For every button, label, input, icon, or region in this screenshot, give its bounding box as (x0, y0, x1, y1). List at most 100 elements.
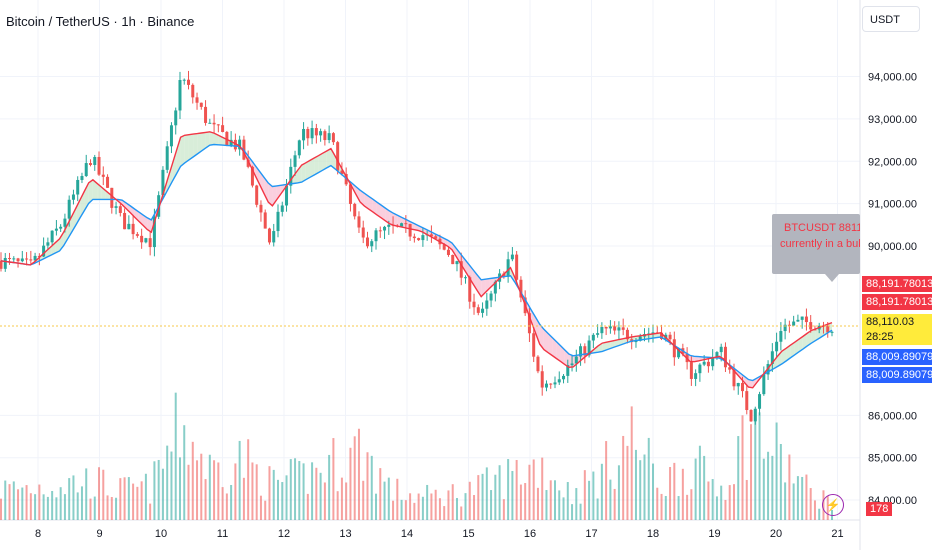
candle-body (758, 394, 762, 409)
volume-bar (630, 406, 633, 520)
candle-body (246, 159, 250, 167)
volume-bar (460, 506, 463, 520)
ma-cloud-segment (105, 190, 110, 200)
volume-bar (166, 445, 169, 520)
volume-bar (519, 484, 522, 520)
ma-cloud-segment (389, 210, 394, 226)
volume-bar (447, 490, 450, 520)
volume-bar (119, 478, 122, 520)
candle-body (570, 363, 574, 366)
volume-bar (481, 473, 484, 520)
volume-bar (613, 488, 616, 520)
candle-body (314, 128, 318, 136)
volume-bar (745, 479, 748, 520)
ma-cloud-segment (802, 333, 807, 350)
candle-body (255, 185, 259, 205)
volume-bar (669, 467, 672, 520)
ma-cloud-segment (355, 186, 361, 203)
volume-bar (788, 454, 791, 520)
volume-bar (89, 498, 92, 520)
volume-bar (468, 481, 471, 520)
candle-body (50, 230, 54, 243)
volume-bar (796, 476, 799, 520)
candle-body (455, 261, 459, 265)
volume-bar (400, 499, 403, 520)
ma-cloud-segment (176, 137, 181, 174)
candle-body (165, 146, 169, 170)
ma-cloud-segment (798, 336, 803, 353)
candle-body (668, 334, 672, 340)
candle-body (434, 236, 438, 239)
ma-cloud-segment (326, 148, 331, 168)
candle-body (476, 307, 480, 313)
candle-body (54, 228, 58, 231)
ma-cloud-segment (548, 333, 553, 356)
ma-cloud-segment (606, 341, 611, 350)
volume-bar (818, 508, 821, 520)
volume-bar (217, 462, 220, 520)
volume-bar (805, 474, 808, 520)
volume-bar (536, 487, 539, 520)
volume-bar (191, 441, 194, 520)
volume-bar (285, 475, 288, 520)
candle-body (383, 226, 387, 231)
ma-cloud-segment (372, 199, 377, 215)
ma-cloud-segment (197, 132, 202, 155)
x-tick-label: 14 (401, 528, 413, 540)
volume-bar (707, 481, 710, 520)
candle-body (813, 329, 817, 331)
candle-body (3, 257, 7, 269)
candle-body (106, 176, 110, 188)
volume-bar (703, 455, 706, 520)
volume-bar (174, 392, 177, 520)
volume-bar (98, 467, 101, 520)
volume-bar (259, 495, 262, 520)
candle-body (97, 156, 101, 175)
y-tick-label: 93,000.00 (868, 114, 917, 126)
volume-bar (277, 479, 279, 520)
ma-cloud-segment (451, 242, 457, 257)
lightning-bolt-icon[interactable]: ⚡ (822, 494, 844, 516)
candle-body (33, 255, 37, 261)
volume-bar (311, 462, 314, 520)
ma-cloud-segment (322, 150, 327, 171)
ma-cloud-segment (815, 327, 820, 341)
volume-bar (136, 486, 139, 520)
ma-cloud-segment (314, 155, 319, 175)
candle-body (8, 257, 12, 259)
ma-cloud-segment (276, 185, 281, 200)
chart-title: Bitcoin / TetherUS · 1h · Binance (6, 14, 195, 29)
ma-cloud-segment (614, 339, 620, 347)
volume-bar (686, 494, 689, 520)
candle-body (357, 216, 361, 228)
candle-body (749, 410, 753, 422)
volume-bar (353, 436, 356, 520)
candle-body (59, 226, 63, 229)
candle-body (694, 373, 698, 379)
volume-bar (545, 490, 548, 520)
volume-bar (366, 452, 369, 520)
volume-bar (571, 504, 574, 520)
upper-band-label-2: 88,191.780132 (862, 294, 932, 310)
currency-selector[interactable]: USDT (862, 6, 920, 32)
volume-bar (664, 496, 667, 520)
volume-bar (715, 496, 718, 520)
candle-body (417, 238, 421, 241)
ma-cloud-segment (172, 150, 177, 182)
volume-bar (340, 477, 343, 520)
volume-bar (775, 422, 778, 520)
candle-body (481, 308, 485, 313)
candle-body (336, 142, 340, 171)
volume-bar (268, 466, 271, 520)
volume-bar (213, 460, 216, 520)
x-tick-label: 9 (96, 528, 102, 540)
volume-bar (140, 481, 143, 520)
candle-body (267, 228, 271, 243)
volume-bar (336, 491, 339, 520)
candle-body (719, 346, 723, 353)
ma-cloud-segment (134, 208, 139, 222)
candle-body (225, 131, 229, 146)
candle-body (0, 260, 3, 269)
volume-bar (498, 465, 501, 520)
